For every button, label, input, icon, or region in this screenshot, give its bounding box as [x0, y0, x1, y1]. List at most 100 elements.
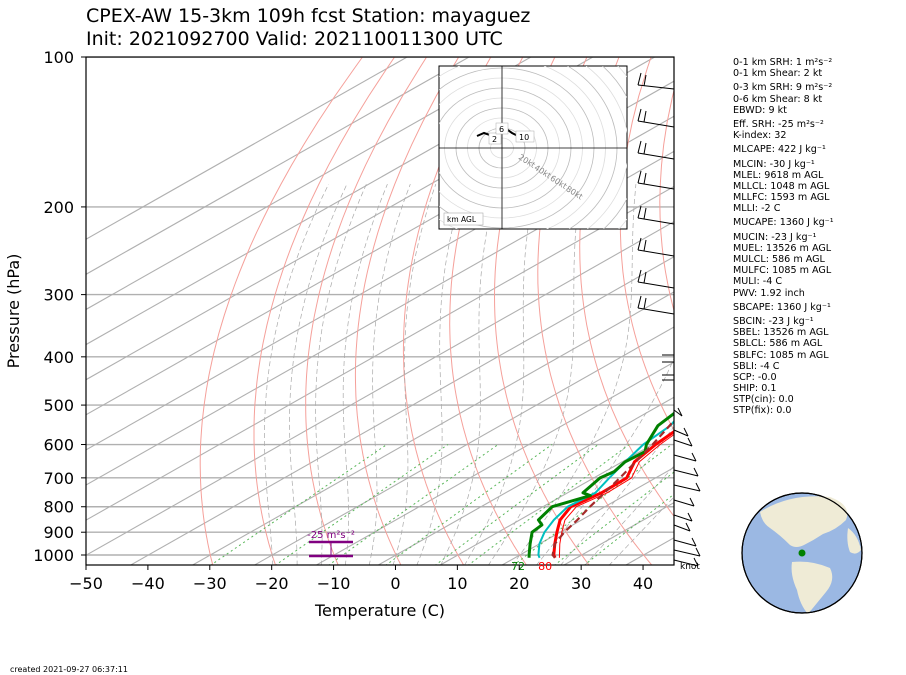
y-tick-label: 100	[43, 48, 74, 67]
dry-adiabat	[449, 57, 527, 565]
dry-adiabat	[402, 57, 492, 565]
wind-barb	[673, 522, 691, 532]
moist-adiabat	[368, 183, 411, 565]
stat-line: SBEL: 13526 m AGL	[733, 327, 829, 339]
moist-adiabat	[289, 183, 348, 565]
series-temperature	[552, 429, 674, 559]
stat-line: STP(fix): 0.0	[733, 405, 792, 417]
wind-barb	[673, 407, 683, 417]
dry-adiabat	[875, 57, 906, 566]
hodograph-height-label: 2	[492, 135, 497, 144]
stat-line: MULFC: 1085 m AGL	[733, 265, 832, 277]
wind-barb	[637, 205, 675, 225]
isotherm	[86, 57, 470, 275]
stat-line: MLLCL: 1048 m AGL	[733, 180, 830, 192]
stat-line: MLCIN: -30 J kg⁻¹	[733, 158, 815, 170]
stat-line: K-index: 32	[733, 130, 787, 142]
moist-adiabat	[608, 496, 674, 565]
x-axis-label: Temperature (C)	[314, 601, 445, 620]
y-tick-label: 500	[43, 396, 74, 415]
isotherm	[86, 115, 674, 451]
wind-barb	[673, 557, 699, 567]
north-america-shape	[760, 496, 848, 547]
isotherm	[86, 57, 532, 311]
stat-line: EBWD: 9 kt	[733, 104, 787, 116]
isotherm	[439, 431, 674, 565]
moist-adiabat	[560, 426, 674, 565]
y-tick-label: 1000	[33, 546, 74, 565]
x-tick-label: 20	[509, 574, 529, 593]
dry-adiabat	[493, 57, 590, 565]
moist-adiabat	[342, 183, 388, 565]
mixing-ratio-line	[385, 444, 553, 565]
stat-line: SBCIN: -23 J kg⁻¹	[733, 315, 814, 327]
dry-adiabat	[841, 57, 906, 566]
isotherm	[501, 466, 674, 565]
isotherm	[86, 221, 674, 556]
x-tick-label: 0	[390, 574, 400, 593]
x-tick-label: 10	[447, 574, 467, 593]
wind-barbs: knot	[637, 72, 701, 572]
y-tick-label: 900	[43, 523, 74, 542]
isotherm	[86, 57, 408, 240]
wind-barb	[637, 140, 675, 160]
mixing-ratio-line	[583, 493, 674, 565]
chart-title-line1: CPEX-AW 15-3km 109h fcst Station: mayagu…	[86, 5, 531, 27]
wind-barb	[673, 452, 697, 462]
x-tick-label: 40	[633, 574, 653, 593]
stat-line: MULI: -4 C	[733, 276, 783, 288]
mixing-ratio-line	[513, 444, 673, 565]
x-tick-label: −10	[317, 574, 351, 593]
series-virtual-temperature	[558, 433, 674, 558]
stat-line: MLEL: 9618 m AGL	[733, 169, 824, 181]
isotherm	[253, 326, 674, 565]
stat-line: 0-3 km SRH: 9 m²s⁻²	[733, 82, 833, 94]
moist-adiabat	[315, 183, 367, 565]
stat-line: MUEL: 13526 m AGL	[733, 242, 832, 254]
wind-unit-label: knot	[680, 562, 700, 572]
stat-line: SBLFC: 1085 m AGL	[733, 349, 829, 361]
y-tick-label: 700	[43, 469, 74, 488]
dry-adiabat	[199, 57, 363, 565]
isotherm	[191, 291, 674, 565]
series-dewpoint	[527, 411, 674, 558]
mixing-ratio-line	[553, 471, 674, 565]
stat-line: Eff. SRH: -25 m²s⁻²	[733, 118, 824, 130]
wind-barb	[673, 537, 697, 547]
stat-line: 0-1 km SRH: 1 m²s⁻²	[733, 57, 833, 68]
x-tick-label: −40	[131, 574, 165, 593]
isotherm	[129, 256, 674, 565]
plot-frame	[85, 56, 675, 566]
created-timestamp: created 2021-09-27 06:37:11	[10, 665, 128, 674]
y-tick-label: 200	[43, 198, 74, 217]
dry-adiabat	[354, 57, 460, 565]
wind-barb	[637, 170, 675, 190]
series-wet-bulb-temperature	[537, 419, 674, 559]
stat-line: PWV: 1.92 inch	[733, 287, 805, 299]
hodograph-height-label: 10	[519, 133, 529, 142]
stat-line: SCP: -0.0	[733, 371, 777, 383]
dry-adiabat	[579, 57, 674, 518]
stat-line: SBLCL: 586 m AGL	[733, 338, 823, 350]
dry-adiabat	[537, 57, 653, 565]
moist-adiabat	[464, 184, 537, 565]
y-tick-label: 300	[43, 286, 74, 305]
y-axis-label: Pressure (hPa)	[4, 254, 23, 369]
moist-adiabat	[264, 183, 329, 565]
wind-barb	[673, 497, 695, 507]
moist-adiabat	[392, 183, 437, 565]
wind-barb	[637, 72, 675, 90]
series-parcel-profile	[551, 419, 674, 559]
wind-barb	[637, 269, 675, 289]
stat-line: STP(cin): 0.0	[733, 394, 794, 406]
wind-barb	[673, 512, 693, 522]
isotherm	[315, 361, 674, 565]
y-tick-label: 600	[43, 436, 74, 455]
x-tick-label: 30	[571, 574, 591, 593]
stat-line: MLCAPE: 422 J kg⁻¹	[733, 144, 826, 156]
location-globe	[741, 492, 863, 614]
stat-line: SHIP: 0.1	[733, 383, 777, 395]
stat-line: MUCIN: -23 J kg⁻¹	[733, 231, 817, 243]
y-tick-label: 400	[43, 348, 74, 367]
